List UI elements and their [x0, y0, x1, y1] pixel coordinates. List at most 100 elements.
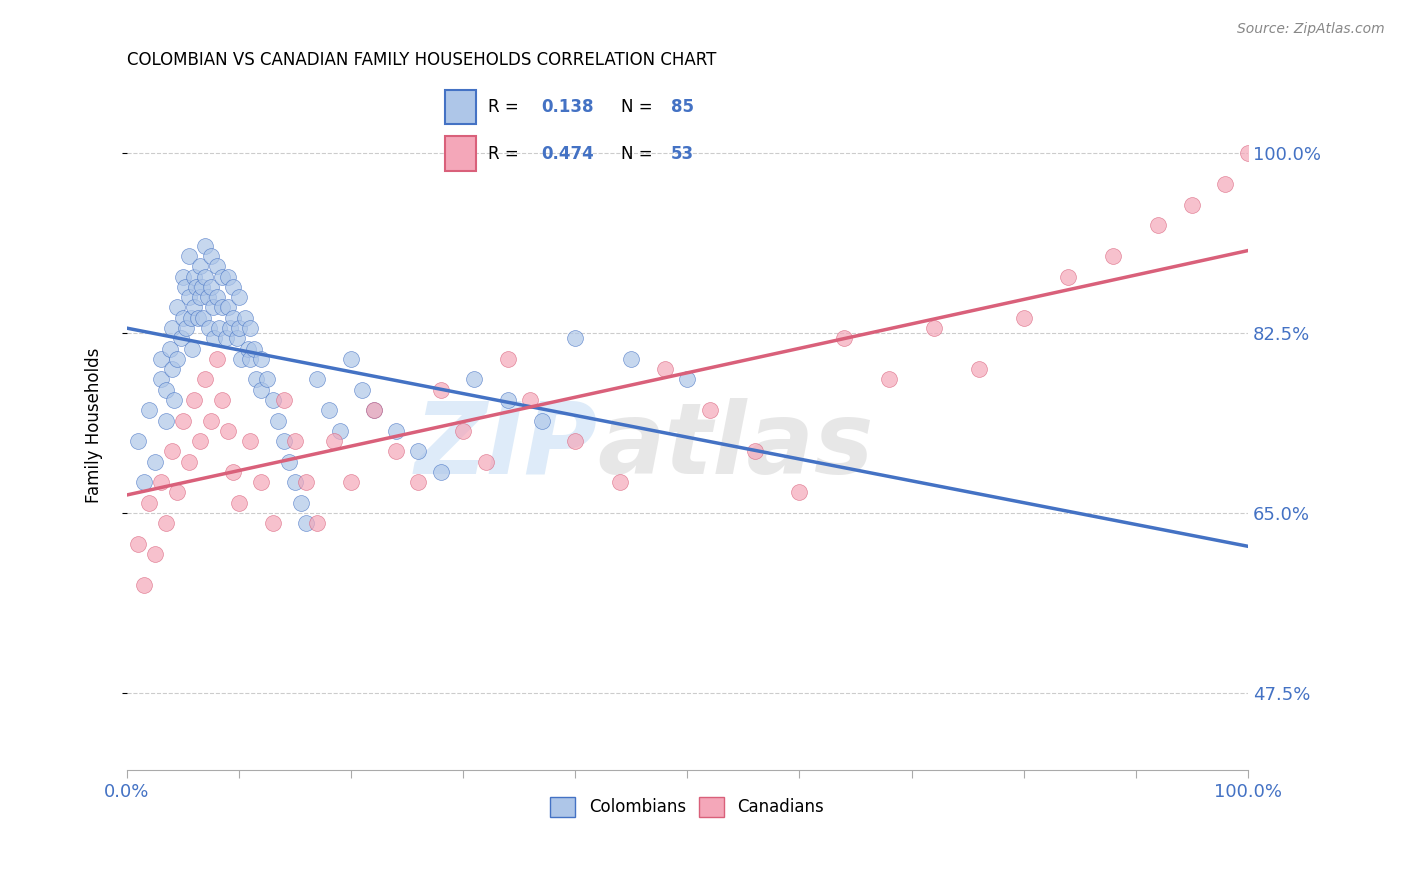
- Point: [222, 280, 245, 294]
- Point: [654, 362, 676, 376]
- Point: [155, 383, 177, 397]
- Point: [211, 269, 233, 284]
- Point: [149, 372, 172, 386]
- Point: [155, 413, 177, 427]
- Point: [172, 269, 194, 284]
- Point: [211, 392, 233, 407]
- Point: [242, 342, 264, 356]
- Point: [166, 485, 188, 500]
- Point: [188, 434, 211, 448]
- Point: [174, 280, 197, 294]
- Point: [789, 485, 811, 500]
- Point: [329, 424, 352, 438]
- Point: [132, 578, 155, 592]
- Point: [160, 444, 183, 458]
- Point: [219, 321, 242, 335]
- Point: [143, 547, 166, 561]
- Point: [323, 434, 346, 448]
- Point: [188, 290, 211, 304]
- Text: R =: R =: [488, 98, 524, 116]
- Point: [183, 392, 205, 407]
- Point: [132, 475, 155, 490]
- Point: [214, 331, 236, 345]
- Point: [186, 310, 208, 325]
- Point: [177, 455, 200, 469]
- Point: [191, 310, 214, 325]
- Point: [159, 342, 181, 356]
- Point: [284, 434, 307, 448]
- Point: [340, 475, 363, 490]
- Point: [1215, 177, 1237, 191]
- Point: [183, 301, 205, 315]
- Legend: Colombians, Canadians: Colombians, Canadians: [544, 790, 831, 823]
- Point: [239, 434, 262, 448]
- Point: [1181, 197, 1204, 211]
- Point: [408, 475, 430, 490]
- Point: [217, 424, 239, 438]
- Point: [170, 331, 193, 345]
- Point: [340, 351, 363, 366]
- Point: [352, 383, 374, 397]
- Point: [160, 362, 183, 376]
- Point: [225, 331, 247, 345]
- Point: [519, 392, 541, 407]
- Point: [177, 249, 200, 263]
- Point: [429, 465, 451, 479]
- Point: [166, 301, 188, 315]
- Point: [183, 269, 205, 284]
- Text: N =: N =: [621, 145, 658, 163]
- Point: [262, 392, 284, 407]
- Point: [205, 351, 228, 366]
- Point: [236, 342, 259, 356]
- Point: [197, 321, 219, 335]
- Point: [262, 516, 284, 531]
- Point: [307, 516, 329, 531]
- Point: [188, 260, 211, 274]
- Point: [408, 444, 430, 458]
- Text: 85: 85: [671, 98, 695, 116]
- Point: [200, 249, 222, 263]
- Text: 0.138: 0.138: [541, 98, 593, 116]
- Point: [127, 537, 149, 551]
- Point: [278, 455, 301, 469]
- Text: 53: 53: [671, 145, 695, 163]
- Point: [273, 392, 295, 407]
- Point: [385, 424, 408, 438]
- Point: [205, 260, 228, 274]
- FancyBboxPatch shape: [446, 90, 477, 124]
- Point: [163, 392, 186, 407]
- Point: [1237, 146, 1260, 161]
- Text: 0.474: 0.474: [541, 145, 593, 163]
- Point: [699, 403, 721, 417]
- Text: COLOMBIAN VS CANADIAN FAMILY HOUSEHOLDS CORRELATION CHART: COLOMBIAN VS CANADIAN FAMILY HOUSEHOLDS …: [127, 51, 716, 69]
- Point: [295, 475, 318, 490]
- Point: [205, 290, 228, 304]
- Point: [231, 351, 253, 366]
- Point: [138, 403, 160, 417]
- Text: R =: R =: [488, 145, 524, 163]
- Point: [250, 383, 273, 397]
- Point: [1147, 219, 1170, 233]
- Point: [200, 280, 222, 294]
- Point: [202, 331, 225, 345]
- Point: [1057, 269, 1080, 284]
- Point: [177, 290, 200, 304]
- Point: [1102, 249, 1125, 263]
- Point: [239, 321, 262, 335]
- Point: [451, 424, 474, 438]
- Point: [138, 496, 160, 510]
- Point: [191, 280, 214, 294]
- Point: [1012, 310, 1035, 325]
- Point: [166, 351, 188, 366]
- Point: [222, 465, 245, 479]
- Point: [143, 455, 166, 469]
- FancyBboxPatch shape: [446, 136, 477, 170]
- Point: [172, 413, 194, 427]
- Point: [676, 372, 699, 386]
- Point: [149, 351, 172, 366]
- Point: [228, 496, 250, 510]
- Point: [307, 372, 329, 386]
- Point: [496, 392, 519, 407]
- Point: [228, 290, 250, 304]
- Point: [273, 434, 295, 448]
